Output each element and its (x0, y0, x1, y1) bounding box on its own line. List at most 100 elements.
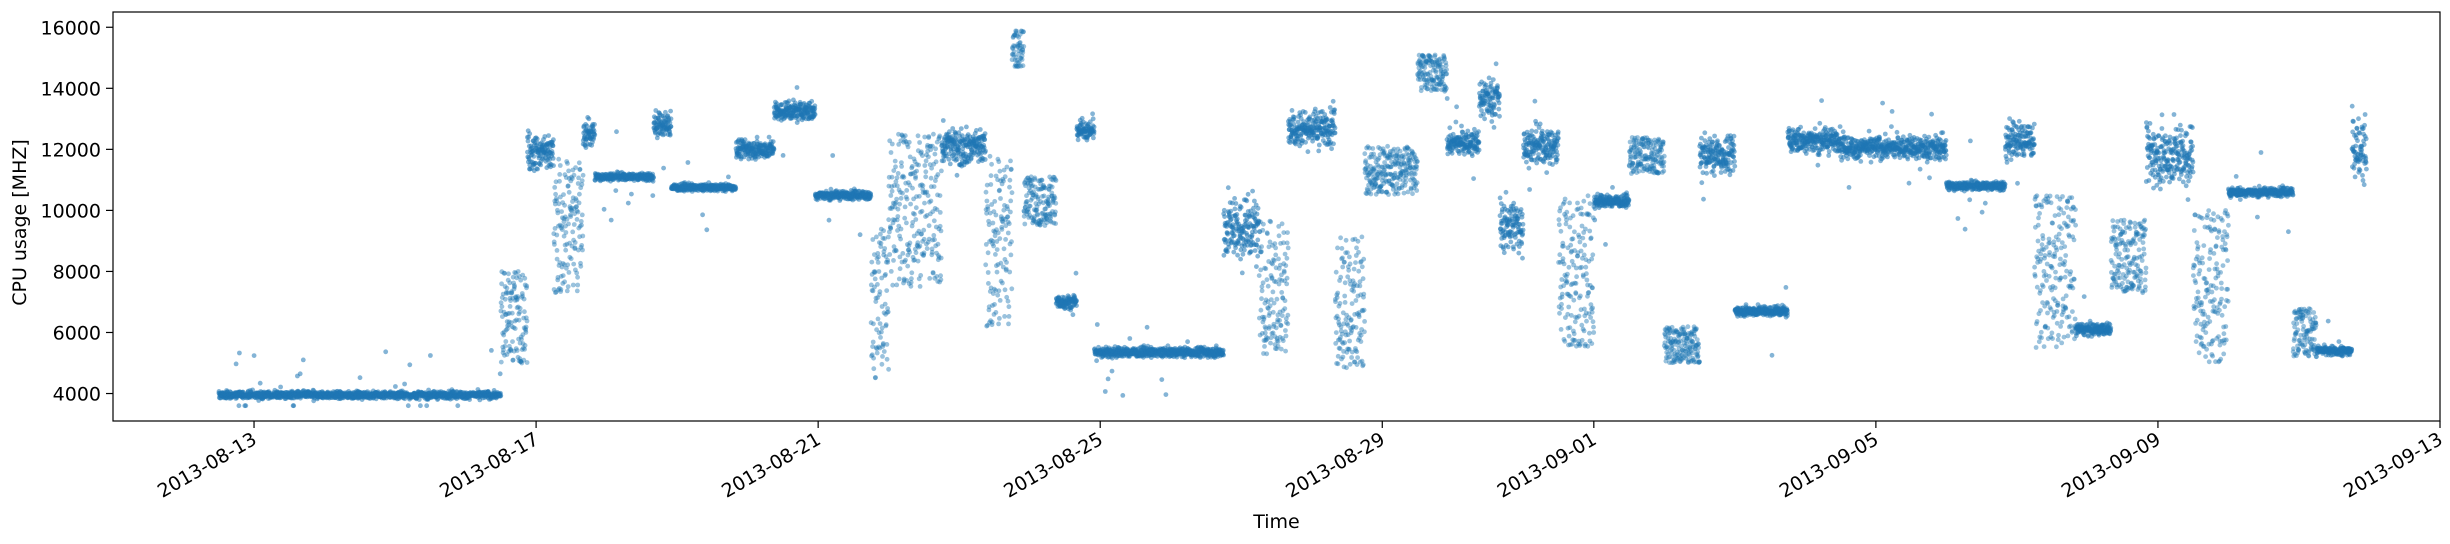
data-point (579, 212, 585, 218)
data-point (830, 153, 836, 158)
data-point (928, 175, 934, 181)
data-point (930, 270, 936, 276)
data-point (1226, 244, 1232, 250)
data-point (954, 157, 960, 162)
data-point (894, 282, 900, 288)
data-point (1009, 286, 1015, 292)
data-point (1008, 209, 1013, 215)
data-point (883, 322, 889, 328)
data-point (933, 146, 938, 152)
data-point (988, 173, 994, 179)
data-point (574, 288, 580, 294)
data-point (1239, 270, 1245, 276)
data-point (601, 206, 607, 212)
data-point (920, 183, 926, 189)
data-point (913, 250, 919, 256)
data-point (902, 133, 908, 139)
data-point (572, 240, 578, 245)
data-point (780, 153, 786, 158)
data-point (881, 228, 886, 234)
data-point (535, 166, 540, 172)
data-point (489, 348, 494, 353)
data-point (982, 157, 988, 162)
data-point (510, 357, 516, 363)
data-point (527, 131, 533, 137)
data-point (958, 126, 964, 131)
data-point (891, 258, 896, 263)
data-point (937, 223, 943, 229)
data-point (565, 262, 571, 268)
data-point (964, 124, 969, 130)
data-point (1232, 196, 1237, 201)
data-point (1262, 330, 1268, 336)
data-point (907, 249, 912, 255)
data-point (932, 151, 938, 157)
data-point (872, 276, 878, 282)
data-point (857, 232, 863, 238)
data-point (873, 375, 878, 380)
data-point (922, 200, 927, 206)
data-point (1041, 193, 1047, 199)
data-point (1220, 347, 1226, 353)
data-point (917, 243, 923, 249)
data-point (554, 232, 560, 238)
data-point (1233, 201, 1239, 206)
data-point (579, 243, 585, 248)
data-point (523, 324, 529, 330)
data-point (1233, 245, 1238, 251)
data-point (1240, 251, 1246, 257)
data-point (912, 211, 917, 217)
data-point (1053, 200, 1059, 206)
data-point (986, 281, 991, 286)
data-point (954, 172, 960, 178)
data-point (424, 403, 430, 409)
data-point (870, 339, 876, 345)
data-point (1109, 368, 1115, 374)
data-point (570, 229, 576, 235)
data-point (876, 254, 881, 260)
data-point (921, 227, 927, 233)
data-point (915, 133, 921, 139)
data-point (1102, 389, 1108, 394)
data-point (1022, 221, 1028, 227)
data-point (915, 258, 921, 264)
data-point (993, 310, 999, 315)
data-point (575, 274, 580, 280)
data-point (884, 342, 890, 347)
data-point (1163, 392, 1169, 397)
data-point (608, 217, 614, 223)
data-point (568, 256, 574, 262)
data-point (1225, 185, 1231, 191)
data-point (880, 354, 885, 359)
data-point (886, 234, 891, 240)
data-point (1259, 244, 1264, 250)
data-point (923, 158, 929, 164)
data-point (908, 201, 913, 207)
data-point (1011, 49, 1017, 54)
data-point (902, 215, 908, 221)
data-point (1255, 253, 1261, 259)
data-point (879, 361, 885, 367)
data-point (1006, 314, 1012, 319)
data-point (809, 98, 815, 104)
data-point (998, 196, 1003, 201)
data-point (1091, 124, 1097, 130)
data-point (794, 85, 800, 90)
data-point (913, 217, 919, 222)
data-point (393, 384, 398, 389)
data-point (1221, 352, 1226, 358)
data-point (989, 319, 995, 325)
data-point (1008, 166, 1014, 172)
data-point (584, 123, 590, 129)
data-point (562, 202, 567, 208)
data-point (1238, 204, 1244, 210)
data-point (1021, 44, 1027, 49)
data-point (700, 212, 705, 218)
data-point (455, 403, 461, 409)
data-point (893, 248, 899, 254)
data-point (507, 304, 513, 309)
data-point (1159, 377, 1165, 382)
data-point (812, 106, 818, 111)
